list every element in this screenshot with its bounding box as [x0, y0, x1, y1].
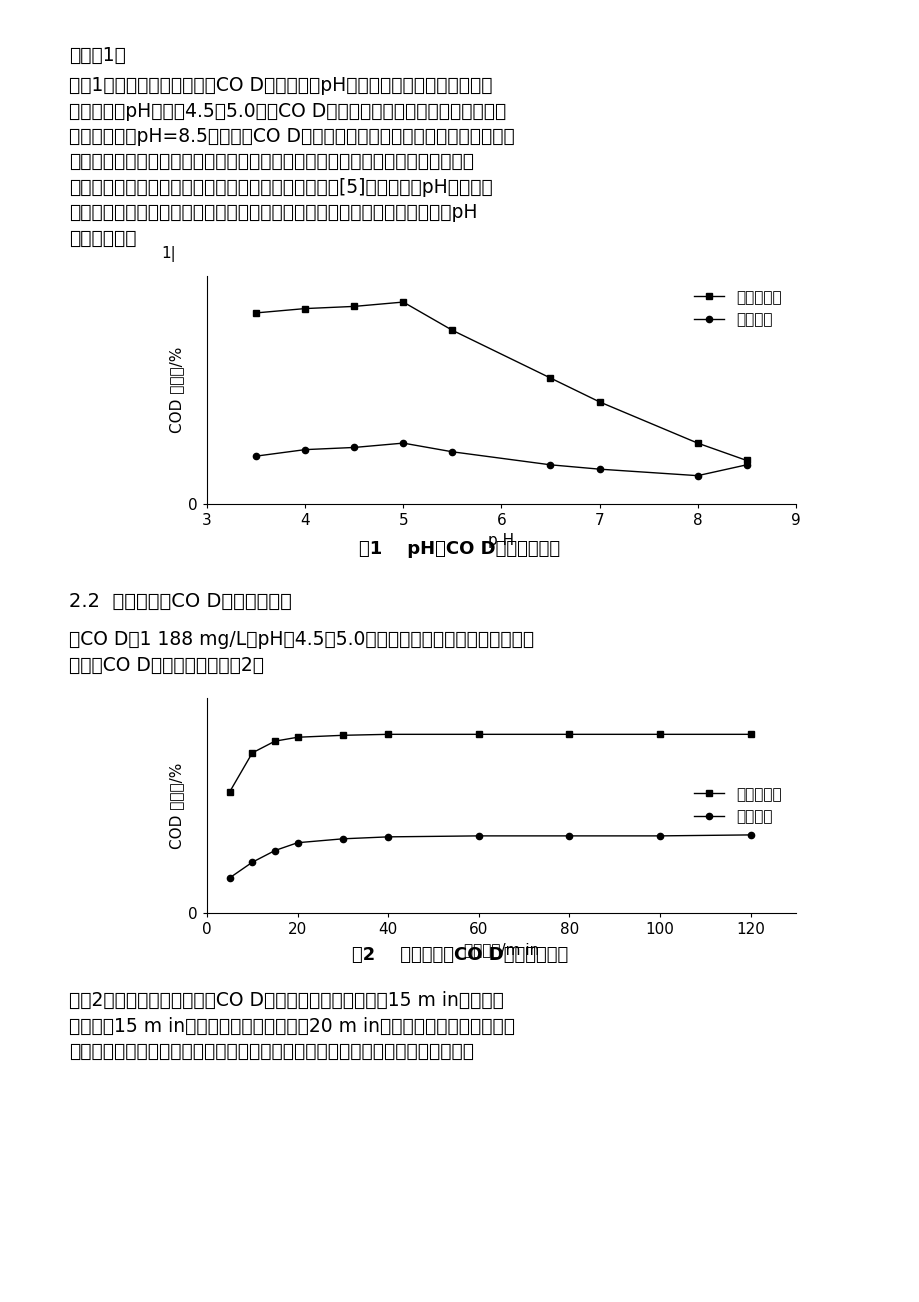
Text: 2.2  反应时间对CO D去除率的影响: 2.2 反应时间对CO D去除率的影响 — [69, 592, 291, 612]
原磁铁矿 — [348, 440, 359, 456]
改性磁铁矿 — [691, 435, 702, 450]
Text: 性剂而带负电，磁粉颗粒带正电，两者间存在静电引力[5]，而溶液的pH会影响吸: 性剂而带负电，磁粉颗粒带正电，两者间存在静电引力[5]，而溶液的pH会影响吸 — [69, 177, 493, 197]
改性磁铁矿 — [348, 298, 359, 314]
原磁铁矿 — [224, 870, 235, 885]
Text: 间测试CO D去除率的结果见图2。: 间测试CO D去除率的结果见图2。 — [69, 656, 264, 674]
改性磁铁矿 — [337, 728, 348, 743]
Text: 从图1可见，两种吸附材料对CO D去除率均随pH的增加先逐渐增加，然后又迅: 从图1可见，两种吸附材料对CO D去除率均随pH的增加先逐渐增加，然后又迅 — [69, 76, 492, 95]
Text: 幅度下降，当pH=8.5左右时，CO D去除率已经非常低。说明酸性条件更有利于: 幅度下降，当pH=8.5左右时，CO D去除率已经非常低。说明酸性条件更有利于 — [69, 126, 515, 146]
改性磁铁矿 — [224, 784, 235, 799]
改性磁铁矿 — [246, 745, 257, 760]
原磁铁矿 — [300, 441, 311, 457]
原磁铁矿 — [382, 829, 393, 845]
Text: 1|: 1| — [161, 246, 176, 262]
原磁铁矿 — [653, 828, 664, 844]
原磁铁矿 — [291, 835, 302, 850]
原磁铁矿 — [250, 448, 261, 464]
Line: 原磁铁矿: 原磁铁矿 — [253, 440, 749, 479]
原磁铁矿 — [472, 828, 483, 844]
原磁铁矿 — [269, 842, 280, 858]
Text: 在CO D为1 188 mg/L、pH为4.5～5.0、其他同上的条件下，不同反应时: 在CO D为1 188 mg/L、pH为4.5～5.0、其他同上的条件下，不同反… — [69, 630, 534, 650]
Line: 改性磁铁矿: 改性磁铁矿 — [253, 299, 749, 464]
Text: 到平衡。快速吸附表明油脂分子在吸附剂表面的快速扩散和络合，这与所制备吸附: 到平衡。快速吸附表明油脂分子在吸附剂表面的快速扩散和络合，这与所制备吸附 — [69, 1042, 473, 1061]
原磁铁矿 — [741, 457, 752, 473]
Y-axis label: COD 去除率/%: COD 去除率/% — [169, 346, 184, 434]
Legend: 改性磁铁矿, 原磁铁矿: 改性磁铁矿, 原磁铁矿 — [686, 284, 788, 333]
改性磁铁矿 — [397, 294, 408, 310]
原磁铁矿 — [397, 435, 408, 450]
Text: 速上升，15 m in后变化趋势已经很缓慢，20 m in后吸附量基本保持不变，达: 速上升，15 m in后变化趋势已经很缓慢，20 m in后吸附量基本保持不变，… — [69, 1017, 515, 1035]
Y-axis label: COD 去除率/%: COD 去除率/% — [169, 763, 184, 849]
改性磁铁矿 — [300, 301, 311, 316]
改性磁铁矿 — [250, 305, 261, 320]
原磁铁矿 — [594, 461, 605, 477]
Text: 附剂和吸附质的存在形式和带电状况，吸附材料、吸附质不同，其适宜吸附的pH: 附剂和吸附质的存在形式和带电状况，吸附材料、吸附质不同，其适宜吸附的pH — [69, 203, 477, 223]
Text: 果见图1。: 果见图1。 — [69, 46, 126, 65]
改性磁铁矿 — [744, 727, 755, 742]
改性磁铁矿 — [594, 395, 605, 410]
原磁铁矿 — [544, 457, 555, 473]
原磁铁矿 — [691, 467, 702, 483]
Text: 吸附，碱性条件不利于吸附反应的进行。这是因为由于溶液中的油滴吸附了表面活: 吸附，碱性条件不利于吸附反应的进行。这是因为由于溶液中的油滴吸附了表面活 — [69, 152, 473, 172]
原磁铁矿 — [447, 444, 458, 460]
改性磁铁矿 — [544, 370, 555, 385]
改性磁铁矿 — [382, 727, 393, 742]
Text: 从图2可见，两种吸附材料对CO D的吸附速率很快，吸附前15 m in吸附量迅: 从图2可见，两种吸附材料对CO D的吸附速率很快，吸附前15 m in吸附量迅 — [69, 991, 504, 1010]
改性磁铁矿 — [653, 727, 664, 742]
原磁铁矿 — [337, 831, 348, 846]
原磁铁矿 — [246, 854, 257, 870]
Line: 改性磁铁矿: 改性磁铁矿 — [226, 732, 753, 796]
Text: 图2    反应时间与CO D去除率的关系: 图2 反应时间与CO D去除率的关系 — [351, 945, 568, 963]
改性磁铁矿 — [563, 727, 574, 742]
改性磁铁矿 — [741, 453, 752, 469]
Legend: 改性磁铁矿, 原磁铁矿: 改性磁铁矿, 原磁铁矿 — [686, 781, 788, 831]
改性磁铁矿 — [447, 323, 458, 339]
原磁铁矿 — [563, 828, 574, 844]
原磁铁矿 — [744, 827, 755, 842]
Line: 原磁铁矿: 原磁铁矿 — [226, 832, 753, 881]
X-axis label: 反应时间/m in: 反应时间/m in — [463, 943, 539, 957]
改性磁铁矿 — [472, 727, 483, 742]
改性磁铁矿 — [291, 729, 302, 745]
改性磁铁矿 — [269, 733, 280, 749]
Text: 图1    pH对CO D去除率的影响: 图1 pH对CO D去除率的影响 — [359, 540, 560, 559]
Text: 速减小。当pH增加到4.5、5.0时，CO D去除率分别达到最大值，随后开始大: 速减小。当pH增加到4.5、5.0时，CO D去除率分别达到最大值，随后开始大 — [69, 102, 505, 121]
X-axis label: p H: p H — [488, 534, 514, 548]
Text: 范围也不同。: 范围也不同。 — [69, 228, 136, 247]
